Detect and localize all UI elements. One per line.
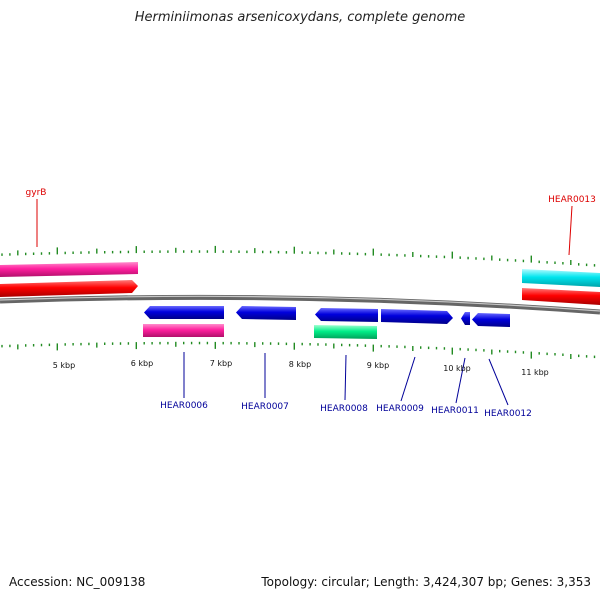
label-hear0012: HEAR0012 [484,409,532,419]
label-leader-lines [36,199,573,406]
kbp-label-8: 8 kbp [289,360,311,369]
leader-hear0011 [455,357,466,404]
gene-gyrb-rrna-band [0,262,138,277]
gene-hear0007-arrow [236,306,296,320]
label-hear0007: HEAR0007 [241,402,289,412]
gene-hear0013-trna-band [522,269,600,287]
kbp-label-7: 7 kbp [210,359,232,368]
leader-hear0013 [568,205,573,256]
genome-stats-text: Topology: circular; Length: 3,424,307 bp… [261,575,591,589]
gene-hear0006-arrow [144,306,224,319]
gene-hear0012-arrow [472,313,510,327]
genome-backbone [0,294,600,315]
kbp-label-5: 5 kbp [53,361,75,370]
kbp-label-9: 9 kbp [367,361,389,370]
kbp-scale-labels: 5 kbp 6 kbp 7 kbp 8 kbp 9 kbp 10 kbp 11 … [53,359,549,377]
leader-hear0009 [400,356,416,402]
leader-hear0008 [344,354,347,401]
outer-tick-marks [1,245,596,267]
gene-labels: gyrB HEAR0013 HEAR0006 HEAR0007 HEAR0008… [26,188,596,419]
inner-tick-marks [1,341,596,359]
gene-hear0013-arrow [522,288,600,305]
reverse-strand-features [143,306,510,339]
gene-hear0006-band [143,324,224,337]
gene-hear0011-arrow [461,312,470,325]
gene-gyrb-arrow [0,280,138,297]
forward-strand-features [0,262,600,305]
genome-backbone-highlight [0,295,600,312]
kbp-label-6: 6 kbp [131,359,153,368]
label-hear0013: HEAR0013 [548,195,596,205]
leader-hear0012 [488,358,509,406]
accession-text: Accession: NC_009138 [9,575,146,589]
label-hear0006: HEAR0006 [160,401,208,411]
label-hear0009: HEAR0009 [376,404,424,414]
label-hear0011: HEAR0011 [431,406,479,416]
gene-hear0008-arrow [315,308,378,322]
gene-hear0008-band [314,325,377,339]
kbp-label-11: 11 kbp [521,368,549,377]
label-gyrb: gyrB [26,188,47,198]
gene-hear0009-arrow [381,309,453,324]
genome-title: Herminiimonas arsenicoxydans, complete g… [134,10,466,25]
kbp-label-10: 10 kbp [443,364,471,373]
label-hear0008: HEAR0008 [320,404,368,414]
